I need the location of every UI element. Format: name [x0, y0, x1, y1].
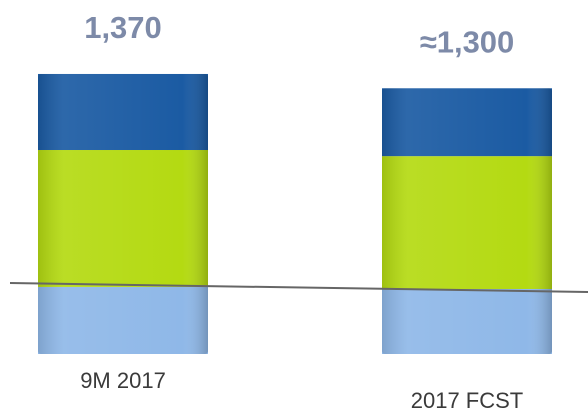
category-label: 2017 FCST — [411, 388, 524, 413]
total-label: 1,370 — [84, 10, 162, 45]
total-label: ≈1,300 — [420, 24, 515, 59]
category-label: 9M 2017 — [80, 368, 166, 393]
bars — [38, 73, 552, 355]
reference-line — [9, 282, 588, 293]
bar-shade — [382, 88, 552, 354]
bar-shade — [38, 73, 208, 355]
